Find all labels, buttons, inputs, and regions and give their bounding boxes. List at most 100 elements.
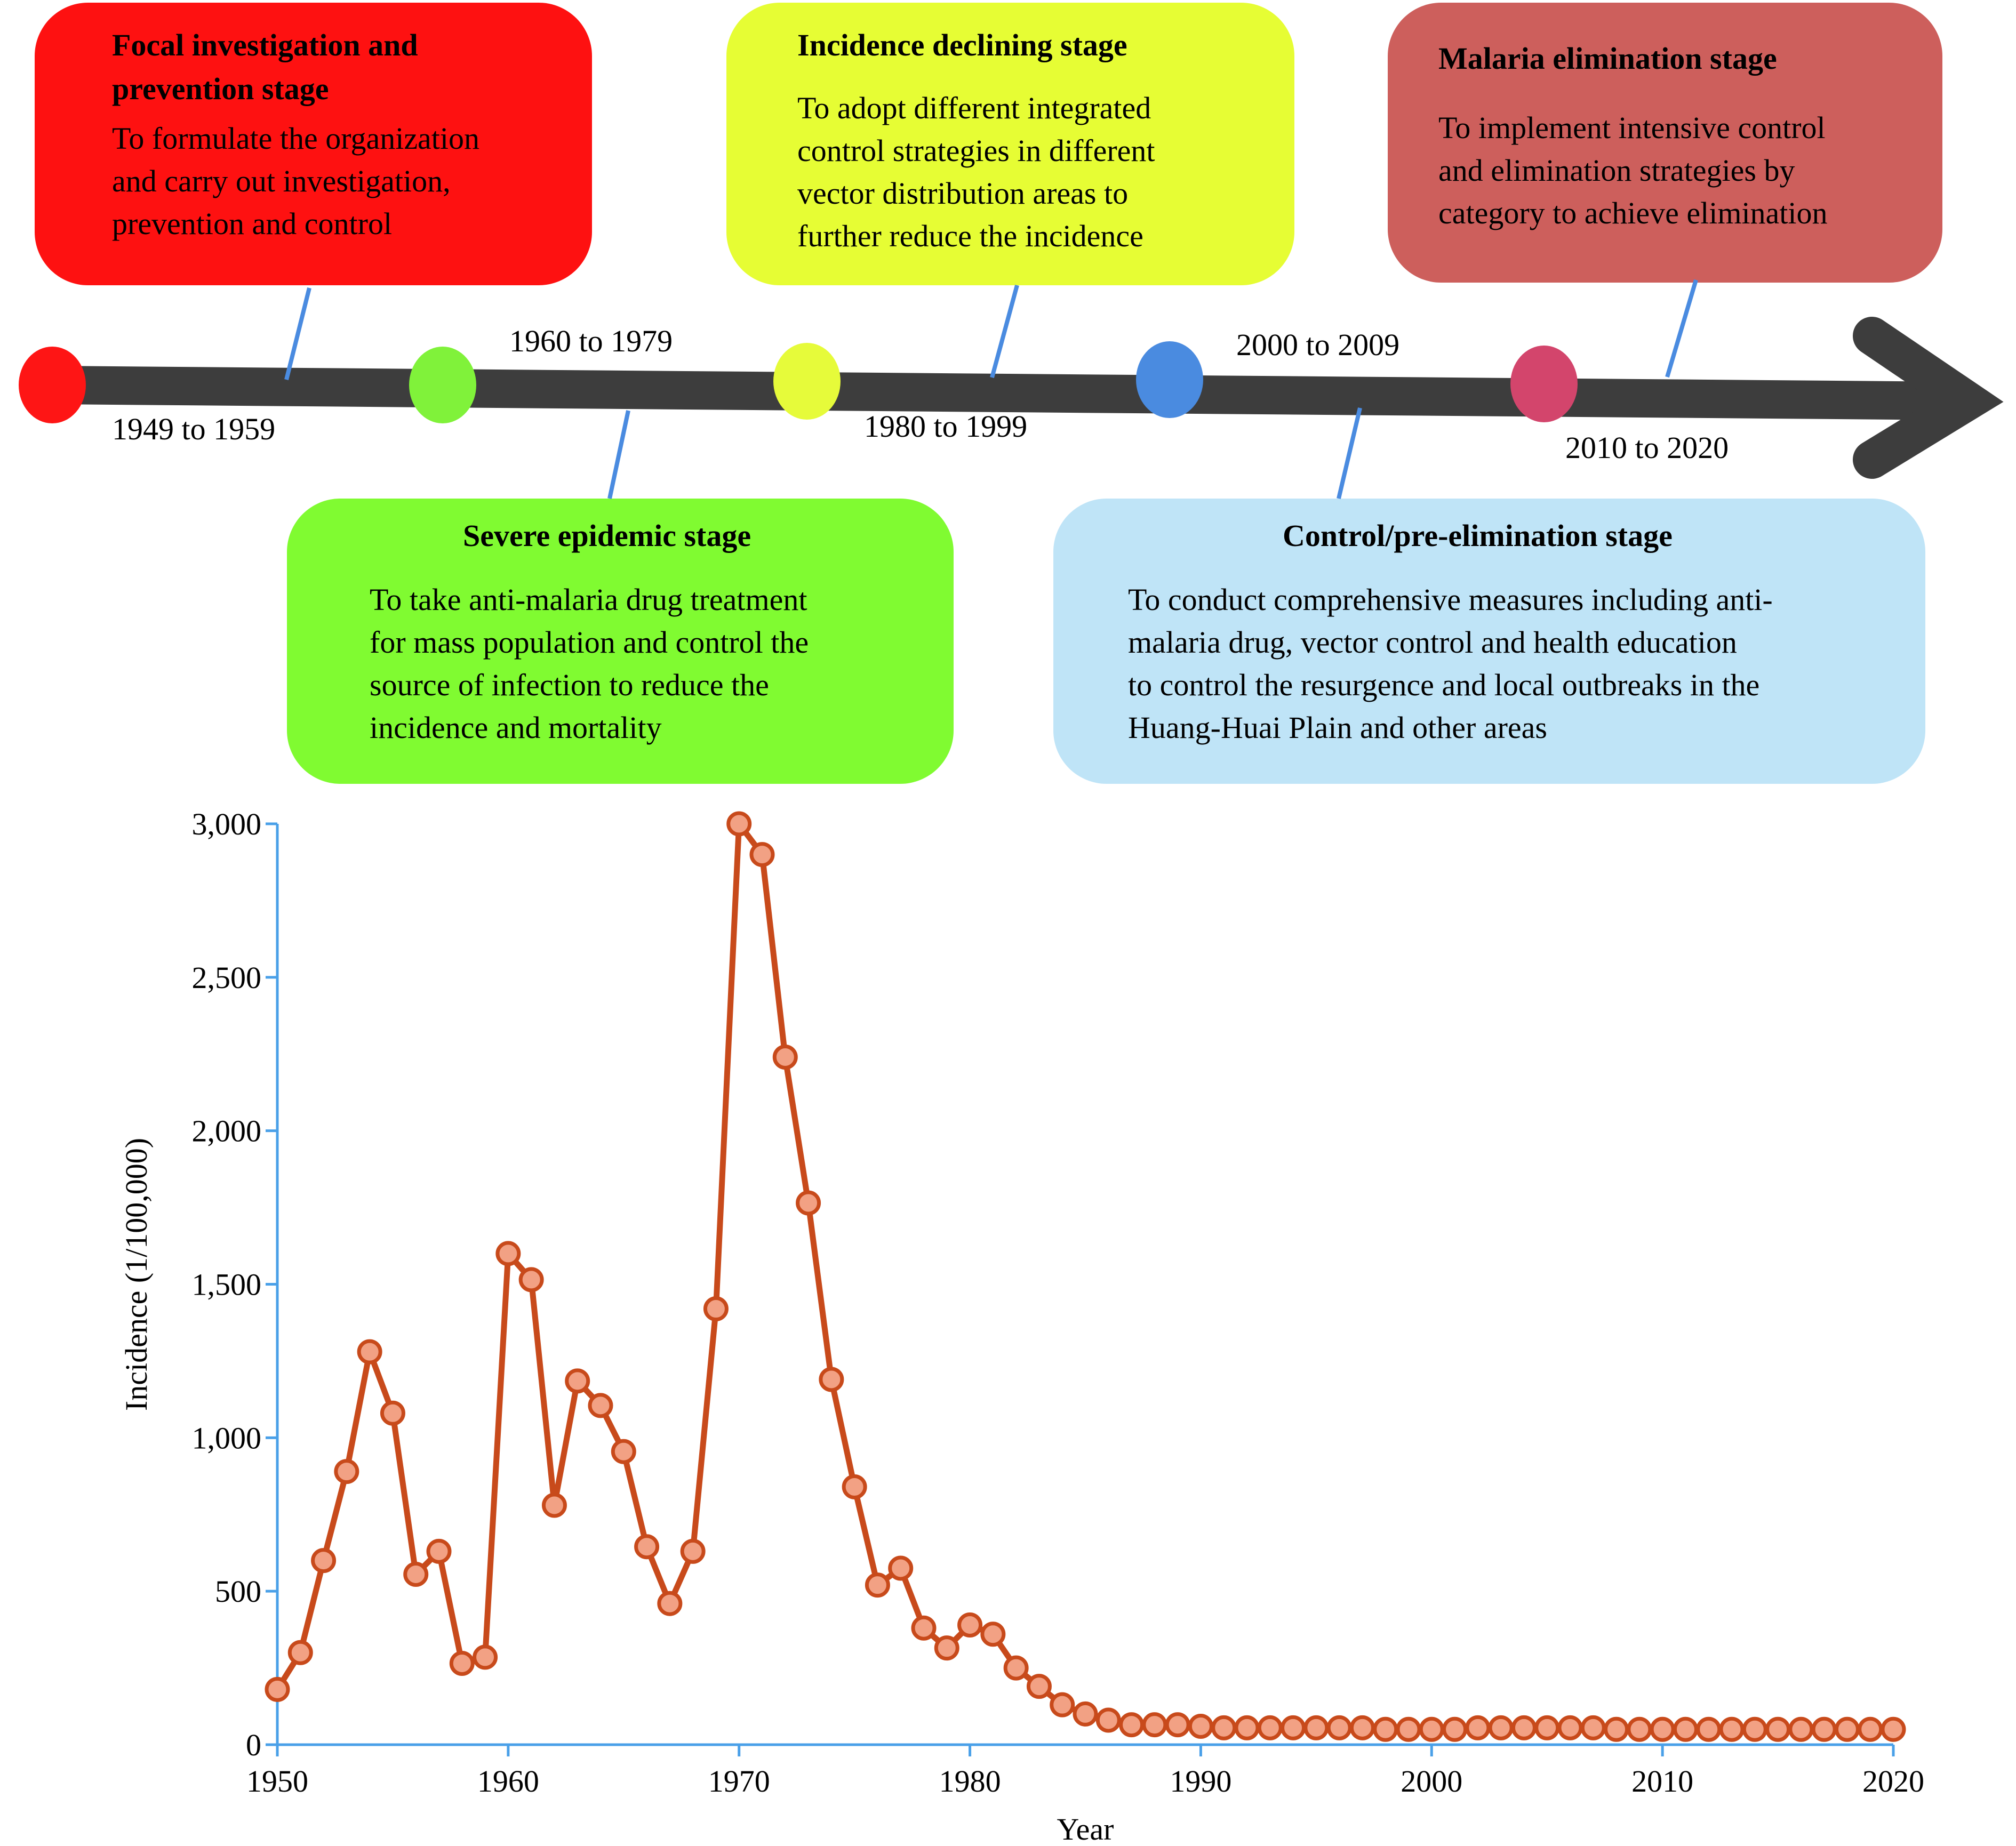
timeline-arrow-shaft [50, 366, 1963, 420]
data-point [1303, 1715, 1329, 1740]
stage-description: To adopt different integrated control st… [797, 91, 1155, 253]
connector-line [990, 284, 1019, 379]
data-point [1650, 1716, 1675, 1742]
stage-title-line: Focal investigation and [112, 28, 418, 62]
stage-title-line: Control/pre-elimination stage [1283, 518, 1673, 553]
data-point [495, 1241, 521, 1266]
data-point [357, 1339, 382, 1365]
data-point [1142, 1712, 1167, 1738]
stage-description: To implement intensive control and elimi… [1438, 110, 1828, 230]
data-point [1604, 1716, 1629, 1742]
period-label: 1960 to 1979 [509, 324, 673, 358]
data-point [980, 1622, 1006, 1647]
data-point [541, 1492, 567, 1518]
data-point [1326, 1715, 1352, 1740]
period-label: 1949 to 1959 [112, 412, 276, 446]
y-tick-label: 0 [246, 1728, 261, 1762]
data-point [796, 1190, 821, 1216]
data-point [680, 1538, 706, 1564]
data-point [1534, 1715, 1560, 1740]
data-point [749, 842, 775, 868]
data-point [1834, 1716, 1860, 1742]
timeline-dot [773, 343, 841, 420]
stage-box-malaria-elimination: Malaria elimination stage To implement i… [1388, 3, 1942, 283]
timeline [19, 279, 2004, 499]
data-point [1511, 1715, 1537, 1740]
x-tick-label: 1980 [939, 1764, 1001, 1799]
data-point [1465, 1715, 1491, 1740]
data-point [1788, 1716, 1814, 1742]
data-point [772, 1045, 798, 1070]
data-point [1211, 1715, 1237, 1740]
data-point [1673, 1716, 1698, 1742]
stage-title-line: Incidence declining stage [797, 28, 1127, 62]
period-label: 2000 to 2009 [1236, 327, 1400, 362]
data-point [1373, 1716, 1398, 1742]
x-tick-label: 2000 [1401, 1764, 1462, 1799]
data-point [1419, 1716, 1444, 1742]
stage-box-severe-epidemic: Severe epidemic stage To take anti-malar… [287, 499, 954, 784]
data-point [1095, 1707, 1121, 1733]
data-point [842, 1474, 867, 1499]
timeline-dot [1136, 341, 1203, 418]
y-tick-label: 2,500 [192, 960, 262, 995]
data-point [1557, 1715, 1583, 1740]
data-point [1881, 1716, 1906, 1742]
stage-description: To conduct comprehensive measures includ… [1128, 582, 1773, 745]
data-point [287, 1640, 313, 1665]
data-point [934, 1635, 959, 1661]
x-tick-label: 2020 [1862, 1764, 1924, 1799]
data-point [449, 1650, 475, 1676]
data-point [1742, 1716, 1767, 1742]
data-point [1488, 1715, 1514, 1740]
connector-line [1337, 407, 1362, 499]
data-point [1858, 1716, 1883, 1742]
data-point [888, 1555, 914, 1581]
stage-description: To take anti-malaria drug treatment for … [370, 582, 809, 745]
stage-box-incidence-declining: Incidence declining stage To adopt diffe… [726, 3, 1294, 285]
stage-title-line: Severe epidemic stage [463, 518, 751, 553]
data-point [957, 1612, 983, 1638]
data-point [311, 1548, 337, 1574]
data-point [1627, 1716, 1652, 1742]
stage-description: To formulate the organization and carry … [112, 121, 480, 241]
data-point [1442, 1716, 1468, 1742]
y-tick-label: 1,500 [192, 1267, 262, 1302]
data-point [518, 1267, 544, 1293]
connector-line [284, 287, 311, 380]
data-point [657, 1591, 683, 1616]
x-tick-label: 1960 [477, 1764, 539, 1799]
data-point [426, 1538, 452, 1564]
data-point [703, 1296, 729, 1322]
data-point [1396, 1716, 1421, 1742]
data-point [819, 1367, 844, 1392]
data-point [1119, 1712, 1145, 1738]
data-point [726, 811, 752, 837]
data-point [1050, 1692, 1075, 1717]
data-point [334, 1459, 359, 1484]
timeline-arrow-head [1853, 317, 2004, 479]
data-point [865, 1572, 890, 1598]
y-tick-label: 3,000 [192, 807, 262, 841]
data-point [403, 1562, 429, 1587]
data-point [911, 1615, 937, 1641]
data-point [1165, 1712, 1190, 1738]
data-point [1188, 1713, 1213, 1739]
stage-box-focal: Focal investigation and prevention stage… [35, 3, 592, 285]
data-point [1580, 1715, 1606, 1740]
data-point [1257, 1715, 1283, 1740]
stage-box-control-pre-elimination: Control/pre-elimination stage To conduct… [1053, 499, 1925, 784]
data-point [565, 1368, 590, 1394]
data-point [1765, 1716, 1791, 1742]
data-point [634, 1534, 660, 1560]
x-tick-label: 1950 [246, 1764, 308, 1799]
data-point [1281, 1715, 1306, 1740]
data-point [588, 1393, 613, 1418]
data-point [1696, 1716, 1722, 1742]
y-tick-label: 500 [215, 1574, 261, 1609]
x-axis-title: Year [1057, 1812, 1114, 1846]
data-point [1234, 1715, 1260, 1740]
data-point [1073, 1701, 1098, 1727]
data-point [1003, 1655, 1029, 1681]
